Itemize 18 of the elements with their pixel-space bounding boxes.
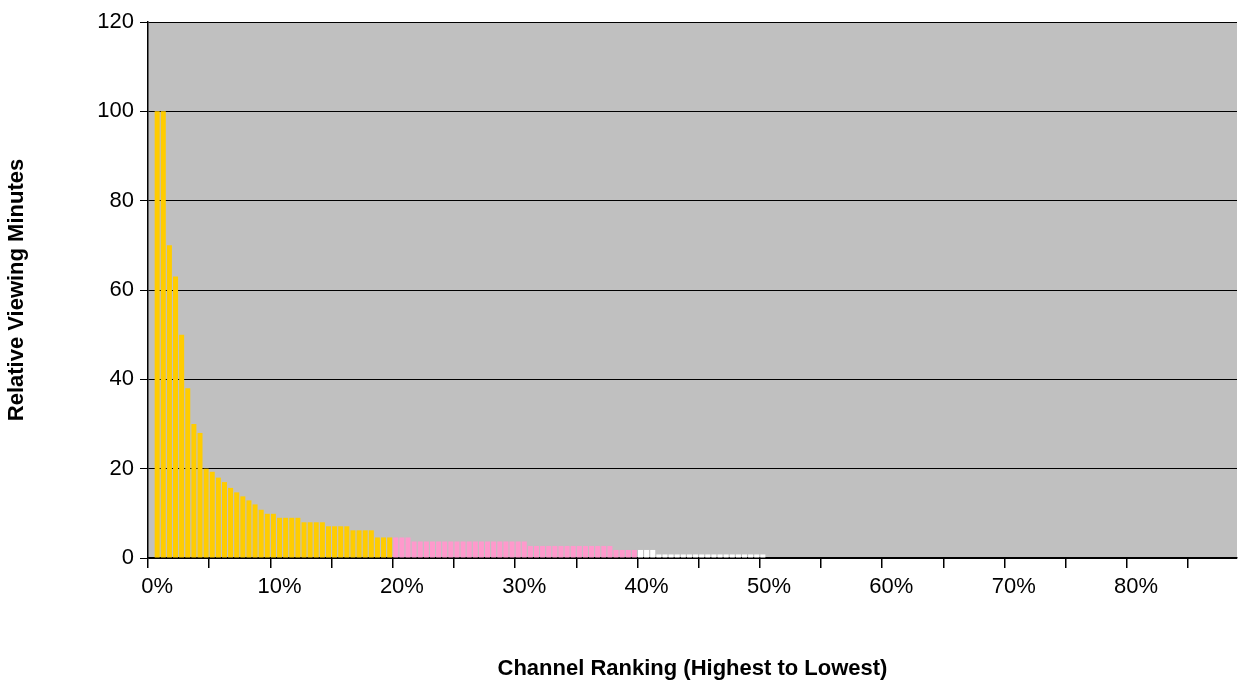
x-tick-label: 30%: [502, 573, 547, 599]
x-tick-label: 50%: [746, 573, 791, 599]
x-axis-title: Channel Ranking (Highest to Lowest): [497, 654, 888, 680]
y-axis-title: Relative Viewing Minutes: [3, 158, 29, 422]
x-tick-label: 60%: [869, 573, 914, 599]
y-tick-label: 40: [109, 365, 134, 391]
y-tick-label: 0: [121, 544, 134, 570]
y-tick-label: 80: [109, 186, 134, 212]
x-tick-label: 0%: [141, 573, 174, 599]
x-tick-label: 20%: [379, 573, 424, 599]
x-tick-label: 70%: [991, 573, 1036, 599]
x-tick-label: 10%: [257, 573, 302, 599]
y-tick-label: 100: [97, 97, 134, 123]
y-tick-label: 60: [109, 276, 134, 302]
x-tick-label: 40%: [624, 573, 669, 599]
x-tick-label: 80%: [1114, 573, 1159, 599]
y-tick-label: 120: [97, 8, 134, 34]
y-tick-label: 20: [109, 454, 134, 480]
